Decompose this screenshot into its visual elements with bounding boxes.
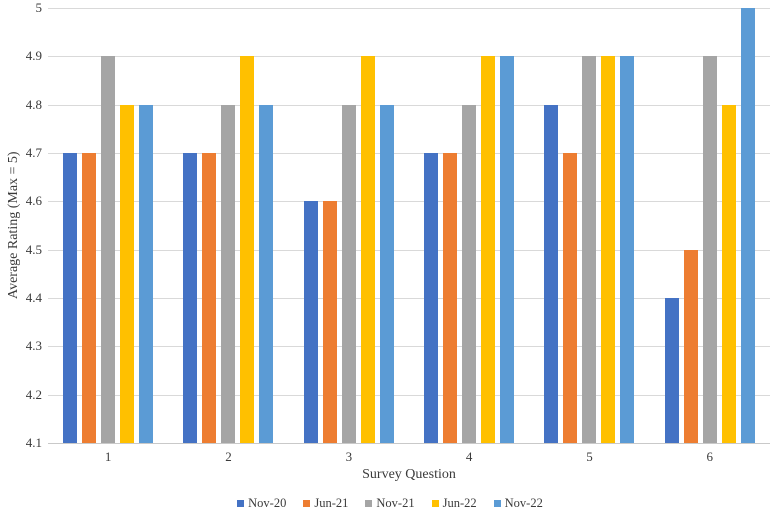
bar-Nov-21-q2 — [221, 104, 236, 443]
legend-label: Jun-22 — [442, 496, 477, 510]
y-tick-label: 4.8 — [25, 96, 42, 112]
bar-Nov-22-q6 — [740, 8, 755, 443]
bar-Jun-22-q1 — [120, 104, 135, 443]
x-tick-label: 6 — [706, 449, 714, 464]
bar-group — [289, 8, 409, 443]
bar-Jun-22-q2 — [240, 56, 255, 443]
y-tick-label: 4.2 — [25, 386, 42, 402]
bar-Jun-22-q3 — [360, 56, 375, 443]
gridline — [48, 152, 770, 154]
bar-group — [529, 8, 649, 443]
y-tick-label: 4.7 — [25, 144, 42, 160]
bar-Nov-20-q2 — [183, 153, 198, 443]
bar-Nov-20-q3 — [303, 201, 318, 443]
bar-Nov-22-q1 — [139, 104, 154, 443]
bar-group — [409, 8, 529, 443]
x-tick-label: 3 — [345, 449, 353, 464]
bar-Nov-20-q5 — [544, 104, 559, 443]
y-tick-label: 4.1 — [25, 435, 42, 450]
bar-Nov-21-q5 — [582, 56, 597, 443]
y-tick-label: 4.4 — [25, 289, 42, 305]
legend-swatch-icon — [431, 500, 439, 507]
bar-Jun-21-q3 — [322, 201, 337, 443]
x-tick-label: 4 — [465, 449, 473, 464]
x-tick-label: 1 — [104, 449, 112, 464]
bar-Jun-21-q6 — [683, 249, 698, 443]
x-axis: 1 2 3 4 5 6 — [48, 449, 770, 465]
gridline — [48, 201, 770, 203]
bar-Jun-22-q6 — [721, 104, 736, 443]
bar-Nov-20-q4 — [424, 153, 439, 443]
legend-item-Nov-20: Nov-20 — [237, 496, 286, 511]
bar-Jun-22-q5 — [601, 56, 616, 443]
bar-Jun-21-q1 — [82, 153, 97, 443]
legend-swatch-icon — [303, 500, 311, 507]
bar-group — [48, 8, 168, 443]
gridline — [48, 8, 770, 9]
legend-item-Nov-21: Nov-21 — [365, 496, 415, 511]
bar-Jun-21-q2 — [202, 153, 217, 443]
legend-label: Nov-21 — [376, 496, 415, 510]
y-tick-label: 4.5 — [25, 241, 42, 257]
bar-Jun-21-q5 — [563, 153, 578, 443]
bar-Nov-20-q6 — [664, 298, 679, 443]
legend-label: Nov-22 — [504, 496, 543, 510]
bar-Nov-21-q3 — [341, 104, 356, 443]
x-tick-label: 5 — [586, 449, 593, 464]
gridline — [48, 249, 770, 251]
bar-Nov-20-q1 — [63, 153, 78, 443]
legend-label: Jun-21 — [314, 496, 349, 510]
legend-item-Jun-22: Jun-22 — [431, 496, 477, 511]
bar-Nov-21-q6 — [702, 56, 717, 443]
bar-Nov-22-q5 — [620, 56, 635, 443]
x-axis-title: Survey Question — [362, 467, 456, 482]
gridline — [48, 394, 770, 396]
bar-groups — [48, 8, 770, 443]
gridline — [48, 346, 770, 348]
gridline — [48, 104, 770, 106]
bar-group — [168, 8, 288, 443]
y-tick-label: 4.3 — [25, 338, 42, 354]
bar-Jun-21-q4 — [443, 153, 458, 443]
bar-Nov-21-q4 — [462, 104, 477, 443]
y-axis: 5 4.9 4.8 4.7 4.6 4.5 4.4 4.3 4.2 4.1 — [0, 1, 42, 450]
y-tick-label: 4.9 — [25, 48, 42, 64]
x-tick-label: 2 — [225, 449, 232, 464]
legend-swatch-icon — [365, 500, 373, 507]
bar-Nov-22-q2 — [259, 104, 274, 443]
legend-item-Jun-21: Jun-21 — [303, 496, 348, 511]
bar-Nov-22-q3 — [379, 104, 394, 443]
bar-Nov-22-q4 — [500, 56, 515, 443]
gridline — [48, 56, 770, 58]
y-tick-label: 5 — [35, 0, 43, 15]
legend-swatch-icon — [237, 500, 245, 507]
legend-label: Nov-20 — [248, 496, 287, 510]
legend-item-Nov-22: Nov-22 — [493, 496, 543, 511]
plot-area — [48, 8, 770, 444]
bar-Jun-22-q4 — [481, 56, 496, 443]
legend: Nov-20 Jun-21 Nov-21 Jun-22 Nov-22 — [0, 496, 780, 511]
legend-swatch-icon — [493, 500, 501, 507]
bar-group — [650, 8, 770, 443]
gridline — [48, 297, 770, 299]
y-tick-label: 4.6 — [25, 193, 42, 209]
bar-Nov-21-q1 — [101, 56, 116, 443]
